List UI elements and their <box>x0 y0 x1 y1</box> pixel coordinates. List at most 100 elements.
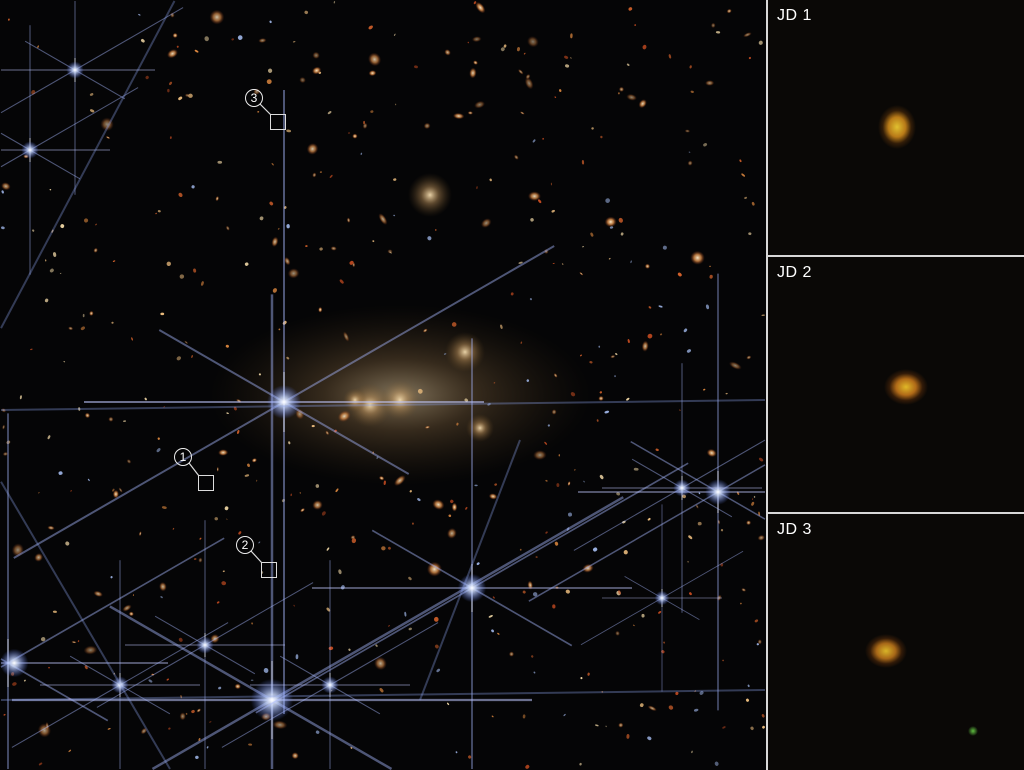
galaxy <box>500 324 503 329</box>
galaxy <box>679 409 681 411</box>
galaxy <box>160 596 163 599</box>
galaxy <box>247 463 250 468</box>
galaxy <box>315 730 320 734</box>
galaxy <box>82 313 85 318</box>
galaxy <box>627 339 630 344</box>
galaxy <box>1 226 5 230</box>
galaxy <box>452 112 465 120</box>
galaxy <box>554 96 557 98</box>
galaxy <box>715 31 721 34</box>
galaxy <box>110 576 113 579</box>
diffraction-spike <box>0 399 766 411</box>
galaxy <box>754 619 759 623</box>
galaxy <box>95 223 97 226</box>
galaxy <box>1 408 7 413</box>
galaxy <box>372 451 375 455</box>
galaxy <box>446 702 450 706</box>
galaxy <box>155 212 158 215</box>
diffraction-spike <box>204 644 256 675</box>
galaxy <box>272 720 288 730</box>
galaxy <box>408 576 412 581</box>
galaxy <box>283 206 287 209</box>
galaxy <box>686 349 691 353</box>
galaxy <box>615 630 620 636</box>
galaxy <box>169 81 173 86</box>
galaxy <box>422 328 428 333</box>
diffraction-spike <box>329 622 439 686</box>
galaxy <box>145 75 149 80</box>
inset-jd2: JD 2 <box>768 257 1024 512</box>
galaxy <box>209 9 225 25</box>
diffraction-spike <box>11 684 121 748</box>
galaxy <box>180 695 182 699</box>
diffraction-spike <box>471 462 689 589</box>
diffraction-spike <box>419 439 521 701</box>
diffraction-spike <box>154 615 206 646</box>
cluster-galaxy <box>445 332 485 372</box>
galaxy <box>218 449 229 456</box>
galaxy <box>570 57 572 59</box>
galaxy <box>23 679 26 682</box>
galaxy <box>527 36 539 48</box>
galaxy <box>157 437 160 440</box>
galaxy <box>579 762 582 766</box>
galaxy <box>284 256 291 266</box>
galaxy <box>426 561 442 577</box>
galaxy <box>159 581 167 592</box>
galaxy <box>427 236 432 241</box>
galaxy <box>233 406 237 411</box>
galaxy <box>199 537 202 540</box>
galaxy <box>728 361 742 370</box>
galaxy <box>266 79 272 84</box>
galaxy <box>257 110 260 113</box>
horizontal-divider <box>768 512 1024 514</box>
galaxy <box>225 225 230 231</box>
galaxy <box>393 178 397 181</box>
galaxy <box>30 348 33 351</box>
galaxy <box>703 143 708 147</box>
diffraction-spike <box>0 689 766 701</box>
galaxy <box>529 298 533 301</box>
galaxy <box>60 224 65 229</box>
galaxy <box>172 527 175 530</box>
galaxy <box>395 103 397 106</box>
galaxy <box>473 1 477 5</box>
galaxy <box>528 191 541 202</box>
galaxy <box>668 705 674 710</box>
galaxy <box>456 422 459 426</box>
galaxy <box>535 556 538 558</box>
galaxy <box>703 388 706 391</box>
galaxy <box>595 724 599 727</box>
galaxy <box>144 397 147 401</box>
galaxy <box>491 715 494 718</box>
galaxy <box>565 589 570 594</box>
galaxy <box>6 440 11 445</box>
galaxy <box>214 517 218 521</box>
diffraction-spike <box>24 40 76 71</box>
galaxy <box>352 133 358 139</box>
galaxy <box>113 672 115 675</box>
galaxy <box>278 328 281 331</box>
galaxy <box>40 637 46 642</box>
galaxy <box>38 762 43 766</box>
galaxy <box>128 611 134 617</box>
galaxy <box>579 354 583 357</box>
bright-star <box>111 676 129 694</box>
galaxy <box>112 489 119 499</box>
galaxy <box>662 245 667 250</box>
galaxy <box>709 265 712 267</box>
galaxy <box>519 548 522 551</box>
galaxy <box>312 51 320 59</box>
galaxy <box>167 49 178 59</box>
galaxy <box>709 274 713 279</box>
galaxy <box>743 32 752 38</box>
galaxy <box>379 688 384 693</box>
galaxy <box>77 640 80 643</box>
galaxy <box>333 1 336 4</box>
galaxy <box>757 639 762 645</box>
galaxy <box>605 725 607 728</box>
galaxy <box>378 213 388 225</box>
galaxy <box>58 471 63 475</box>
galaxy <box>312 66 322 75</box>
galaxy <box>172 32 178 39</box>
